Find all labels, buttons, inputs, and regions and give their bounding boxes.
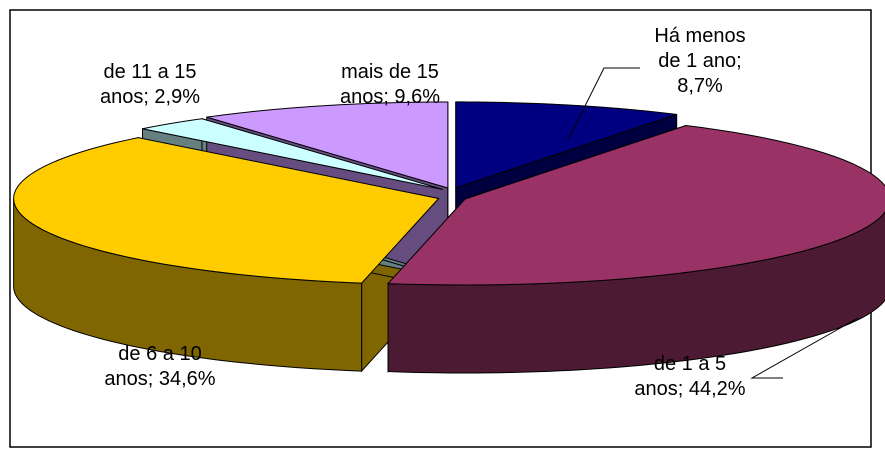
data-label: Há menos de 1 ano; 8,7%	[654, 25, 745, 97]
label-line: anos; 9,6%	[340, 86, 440, 108]
label-line: Há menos	[654, 25, 745, 47]
label-line: mais de 15	[341, 61, 439, 83]
label-line: de 11 a 15	[103, 61, 196, 83]
data-label: mais de 15 anos; 9,6%	[340, 61, 440, 108]
label-line: de 1 ano;	[658, 50, 741, 72]
pie-slice	[386, 125, 885, 286]
pie-slice	[455, 101, 677, 189]
label-line: 8,7%	[677, 75, 723, 97]
label-line: anos; 44,2%	[634, 378, 745, 400]
label-line: de 6 a 10	[118, 343, 201, 365]
data-label: de 6 a 10 anos; 34,6%	[104, 343, 215, 390]
leader-line	[750, 317, 859, 379]
pie-slice	[206, 101, 449, 189]
data-label: de 11 a 15 anos; 2,9%	[100, 61, 200, 108]
label-line: anos; 34,6%	[104, 368, 215, 390]
label-line: anos; 2,9%	[100, 86, 200, 108]
pie-slice	[13, 137, 440, 284]
label-line: de 1 a 5	[654, 353, 726, 375]
data-label: de 1 a 5 anos; 44,2%	[634, 353, 745, 400]
pie-slice	[142, 118, 444, 191]
leader-line	[567, 67, 640, 141]
